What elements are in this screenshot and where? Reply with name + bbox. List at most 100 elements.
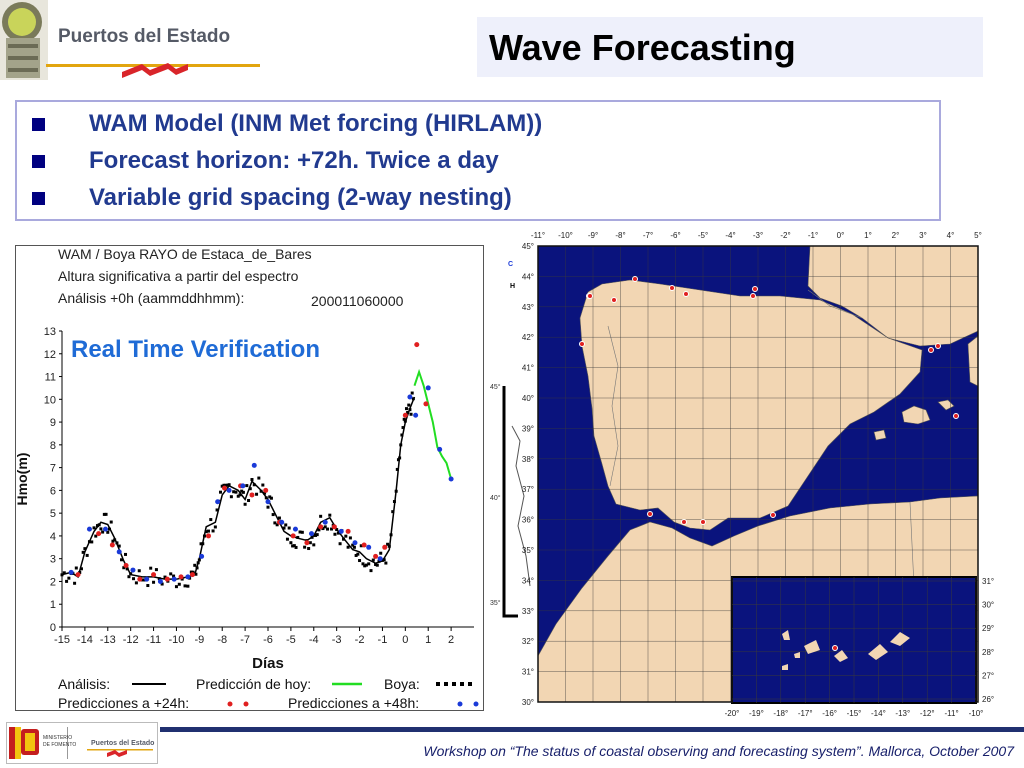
lat-label: 43° <box>522 303 534 312</box>
forecast-24h-point <box>263 487 269 493</box>
forecast-48h-point <box>265 499 271 505</box>
forecast-48h-point <box>407 394 413 400</box>
forecast-24h-point <box>331 524 337 530</box>
buoy-point <box>752 286 758 292</box>
buoy-point <box>356 552 360 556</box>
bullet-square-icon <box>32 154 45 168</box>
forecast-24h-point <box>249 492 255 498</box>
buoy-point <box>224 483 228 487</box>
ministry-line: DE FOMENTO <box>43 742 76 748</box>
ibiza-land <box>873 429 887 441</box>
buoy-point <box>404 407 408 411</box>
legend-buoy-swatch <box>460 682 464 686</box>
lon-label: 4° <box>947 231 955 240</box>
forecast-24h-point <box>109 542 115 548</box>
lon-label: -3° <box>753 231 763 240</box>
list-item: Variable grid spacing (2-way nesting) <box>17 181 917 215</box>
fuerteventura-land <box>868 644 888 660</box>
buoy-point <box>67 576 71 580</box>
chart-date-code: 200011060000 <box>311 293 404 309</box>
buoy-point <box>117 544 121 548</box>
bullet-text: Forecast horizon: +72h. Twice a day <box>89 147 499 174</box>
x-tick-label: -10 <box>168 634 184 646</box>
forecast-24h-point <box>222 485 228 491</box>
forecast-24h-point <box>345 528 351 534</box>
inset-lat-label: 30° <box>982 601 994 610</box>
x-tick-label: -12 <box>123 634 139 646</box>
buoy-point <box>358 559 362 563</box>
forecast-48h-point <box>322 519 328 525</box>
buoy-point <box>261 483 265 487</box>
inset-lon-label: -13° <box>895 709 910 718</box>
buoy-point <box>319 514 323 518</box>
buoy-point <box>152 580 156 584</box>
buoy-point <box>669 285 675 291</box>
buoy-point <box>328 513 332 517</box>
buoy-point <box>85 553 89 557</box>
x-tick-label: -8 <box>217 634 227 646</box>
buoy-point <box>375 563 379 567</box>
buoy-point <box>647 511 653 517</box>
lon-label: -6° <box>670 231 680 240</box>
buoy-point <box>683 291 689 297</box>
lat-label: 45° <box>522 242 534 251</box>
buoy-point <box>240 489 244 493</box>
buoy-point <box>241 490 245 494</box>
buoy-point <box>303 545 307 549</box>
inset-lat-label: 26° <box>982 695 994 704</box>
bullet-text: Variable grid spacing (2-way nesting) <box>89 184 512 211</box>
buoy-point <box>346 545 350 549</box>
buoy-point <box>374 562 378 566</box>
lon-label: 2° <box>892 231 900 240</box>
x-tick-label: -2 <box>355 634 365 646</box>
buoy-point <box>832 645 838 651</box>
buoy-point <box>348 536 352 540</box>
behind-map-area <box>490 381 540 631</box>
lat-label: 31° <box>522 668 534 677</box>
buoy-point <box>953 413 959 419</box>
forecast-48h-point <box>171 576 177 582</box>
buoy-point <box>579 341 585 347</box>
lat-label: 38° <box>522 455 534 464</box>
legend-analysis-label: Análisis: <box>58 676 110 692</box>
buoy-point <box>268 495 272 499</box>
buoy-point <box>120 558 124 562</box>
forecast-24h-point <box>402 412 408 418</box>
buoy-point <box>271 513 275 517</box>
x-tick-label: 1 <box>425 634 431 646</box>
lat-label: 33° <box>522 607 534 616</box>
buoy-point <box>193 563 197 567</box>
buoy-point <box>206 529 210 533</box>
forecast-24h-point <box>178 574 184 580</box>
buoy-point <box>194 572 198 576</box>
buoy-point <box>250 478 254 482</box>
buoy-point <box>255 492 259 496</box>
x-tick-label: -5 <box>286 634 296 646</box>
ministry-line: MINISTERIO <box>43 735 72 741</box>
buoy-point <box>300 530 304 534</box>
inset-lon-label: -11° <box>945 709 959 718</box>
series-forecast-today-line <box>413 368 453 480</box>
buoy-point <box>209 518 213 522</box>
legend-forecast-24h-label: Predicciones a +24h: <box>58 695 189 710</box>
forecast-24h-point <box>123 563 129 569</box>
forecast-24h-point <box>75 572 81 578</box>
lat-label: 42° <box>522 333 534 342</box>
lon-label: -8° <box>615 231 625 240</box>
buoy-point <box>269 496 273 500</box>
buoy-point <box>154 568 158 572</box>
buoy-point <box>263 491 267 495</box>
buoy-point <box>92 526 96 530</box>
forecast-24h-point <box>382 544 388 550</box>
buoy-point <box>102 512 106 516</box>
buoy-point <box>344 534 348 538</box>
buoy-point <box>367 562 371 566</box>
buoy-point <box>587 293 593 299</box>
puertos-wave-icon <box>122 63 188 78</box>
bullet-square-icon <box>32 191 45 205</box>
buoy-point <box>750 293 756 299</box>
buoy-point <box>632 276 638 282</box>
buoy-point <box>174 585 178 589</box>
buoy-point <box>298 530 302 534</box>
buoy-point <box>377 559 381 563</box>
